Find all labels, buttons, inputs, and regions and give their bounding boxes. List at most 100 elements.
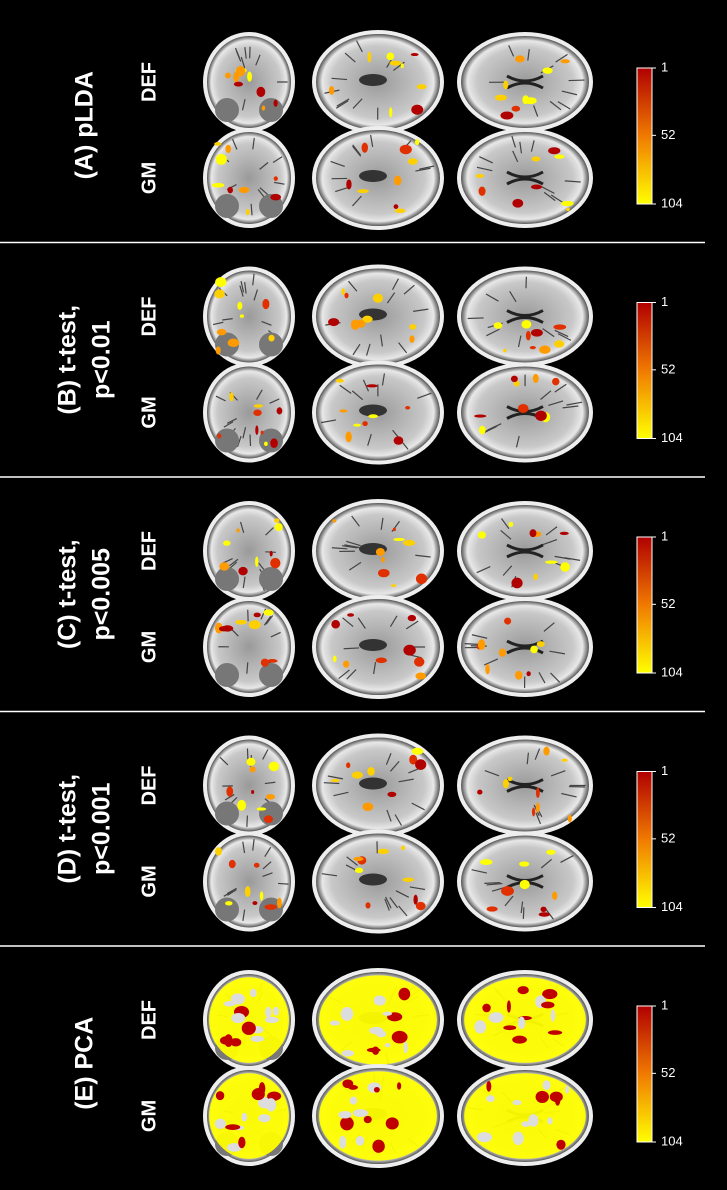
sulcus: [255, 54, 261, 66]
panel-label: (D) t-test,: [54, 774, 82, 884]
activation-spot: [342, 1079, 354, 1089]
sulcus: [270, 631, 281, 638]
sulcus: [351, 390, 364, 401]
sulcus: [262, 749, 269, 760]
sulcus: [231, 138, 238, 150]
panel-label: (C) t-test,: [54, 539, 82, 649]
activation-spot: [535, 1090, 549, 1103]
ventricle: [506, 170, 544, 186]
activation-spot: [530, 184, 543, 190]
activation-fill: [319, 1071, 437, 1161]
activation-spot: [488, 1012, 504, 1023]
sulcus: [219, 756, 229, 766]
sagittal-slice: [312, 126, 444, 230]
sulcus: [548, 400, 564, 407]
sulcus: [538, 672, 546, 684]
activation-spot: [368, 414, 378, 419]
activation-spot: [265, 794, 276, 800]
sagittal-slice: [312, 360, 444, 465]
activation-spot: [535, 802, 540, 813]
sulcus: [476, 166, 493, 172]
activation-spot: [552, 891, 558, 900]
activation-spot: [414, 657, 425, 667]
colorbar: [636, 67, 653, 205]
activation-spot: [352, 1109, 369, 1118]
activation-spot: [500, 111, 514, 120]
sulcus: [501, 518, 510, 530]
sulcus: [331, 77, 348, 81]
sulcus: [535, 812, 542, 825]
colorbar-label: 104: [661, 664, 683, 679]
sulcus: [549, 100, 562, 111]
sulcus: [411, 802, 425, 811]
activation-spot: [214, 289, 225, 299]
row-label: GM: [138, 1100, 160, 1132]
sulcus: [348, 561, 362, 571]
activation-spot: [256, 807, 267, 811]
activation-spot: [561, 200, 574, 207]
axial-slice: [457, 1066, 593, 1166]
activation-spot: [270, 557, 281, 569]
activation-spot: [244, 886, 251, 897]
sulcus: [394, 814, 402, 826]
activation-spot: [517, 986, 529, 995]
activation-spot: [340, 1116, 354, 1131]
activation-spot: [416, 84, 427, 90]
activation-spot: [552, 377, 560, 386]
colorbar-label: 104: [661, 899, 683, 914]
sulcus: [561, 792, 577, 798]
sulcus: [487, 423, 502, 431]
activation-spot: [214, 1118, 226, 1130]
coronal-slice: [203, 32, 295, 132]
sulcus: [352, 98, 363, 109]
sulcus: [352, 145, 362, 157]
activation-spot: [560, 59, 570, 64]
axial-slice: [457, 597, 593, 697]
panel-label: p<0.005: [88, 548, 116, 641]
activation-spot: [229, 392, 234, 402]
sulcus: [228, 558, 239, 567]
activation-spot: [517, 403, 529, 413]
activation-spot: [501, 886, 514, 896]
activation-spot: [386, 52, 395, 61]
activation-spot: [276, 407, 283, 415]
activation-spot: [519, 861, 530, 867]
activation-spot: [517, 1016, 526, 1030]
sulcus: [562, 405, 579, 409]
activation-spot: [230, 1038, 242, 1047]
activation-spot: [411, 747, 424, 755]
activation-spot: [253, 612, 261, 618]
sulcus: [557, 333, 572, 341]
activation-spot: [545, 560, 558, 564]
activation-spot: [328, 318, 340, 327]
sulcus: [249, 434, 252, 447]
sulcus: [226, 418, 238, 424]
activation-spot: [344, 292, 349, 299]
activation-spot: [252, 901, 258, 906]
coronal-slice: [203, 362, 295, 463]
sulcus: [242, 427, 247, 439]
activation-spot: [238, 186, 250, 194]
sulcus: [262, 861, 272, 870]
activation-spot: [215, 847, 222, 856]
sulcus: [415, 554, 431, 558]
activation-spot: [241, 1112, 248, 1122]
activation-spot: [223, 540, 231, 546]
activation-spot: [536, 641, 545, 647]
activation-spot: [397, 1082, 402, 1090]
temporal: [215, 332, 239, 357]
sulcus: [239, 521, 245, 534]
activation-spot: [332, 655, 337, 663]
activation-spot: [393, 436, 404, 445]
sulcus: [223, 421, 234, 428]
temporal: [215, 194, 239, 218]
ventricle: [359, 170, 387, 182]
activation-spot: [521, 1121, 531, 1127]
activation-spot: [355, 1135, 365, 1146]
activation-spot: [511, 577, 523, 589]
activation-spot: [504, 617, 512, 625]
activation-spot: [478, 186, 486, 196]
activation-spot: [530, 328, 543, 337]
sulcus: [554, 329, 569, 338]
